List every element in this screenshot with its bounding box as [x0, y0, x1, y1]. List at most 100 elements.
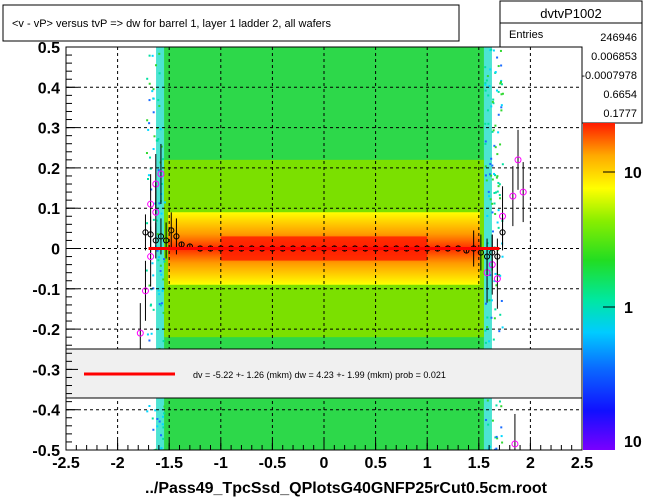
profile-point — [152, 237, 159, 244]
density-speckle — [159, 270, 162, 273]
density-speckle — [494, 174, 497, 177]
density-speckle — [494, 124, 497, 127]
density-speckle — [491, 230, 494, 233]
density-speckle — [489, 68, 492, 71]
density-speckle — [495, 284, 498, 287]
density-speckle — [160, 447, 163, 450]
density-speckle — [484, 66, 487, 69]
density-speckle — [497, 131, 500, 134]
density-speckle — [146, 77, 149, 80]
density-speckle — [489, 163, 492, 166]
density-speckle — [157, 259, 160, 262]
x-tick-label: 1 — [423, 455, 432, 472]
outlier-point — [514, 156, 522, 164]
density-speckle — [499, 313, 502, 316]
outlier-point — [147, 200, 155, 208]
density-speckle — [147, 128, 150, 131]
density-speckle — [148, 122, 151, 125]
density-speckle — [152, 428, 155, 431]
density-speckle — [497, 181, 500, 184]
density-speckle — [148, 54, 151, 57]
y-tick-label: 0.5 — [38, 40, 60, 57]
density-speckle — [163, 260, 166, 263]
density-speckle — [162, 158, 165, 161]
density-speckle — [149, 156, 152, 159]
title-box — [2, 4, 460, 42]
density-speckle — [500, 299, 503, 302]
density-speckle — [145, 152, 148, 155]
density-speckle — [497, 185, 500, 188]
y-tick-label: 0.1 — [38, 201, 60, 218]
density-speckle — [158, 52, 161, 55]
density-speckle — [162, 415, 165, 418]
density-speckle — [148, 405, 151, 408]
density-speckle — [491, 164, 494, 167]
density-speckle — [494, 71, 497, 74]
density-speckle — [493, 144, 496, 147]
density-speckle — [490, 157, 493, 160]
density-speckle — [158, 104, 161, 107]
density-speckle — [500, 104, 503, 107]
density-speckle — [497, 65, 500, 68]
density-speckle — [485, 179, 488, 182]
footer-filename: ../Pass49_TpcSsd_QPlotsG40GNFP25rCut0.5c… — [145, 480, 548, 497]
x-tick-label: 2 — [526, 455, 535, 472]
z-tick-label: 10 — [624, 165, 642, 182]
profile-point — [168, 227, 175, 234]
density-speckle — [146, 333, 149, 336]
z-tick-label: 1 — [624, 300, 633, 317]
density-speckle — [486, 316, 489, 319]
density-speckle — [495, 89, 498, 92]
profile-point — [494, 253, 501, 260]
stats-value: -0.0007978 — [581, 70, 637, 82]
density-speckle — [160, 273, 163, 276]
density-speckle — [497, 226, 500, 229]
y-tick-label: 0.4 — [38, 80, 60, 97]
color-scale-bar — [583, 123, 615, 450]
density-speckle — [490, 105, 493, 108]
density-speckle — [152, 308, 155, 311]
profile-point — [142, 229, 149, 236]
outlier-point — [493, 275, 501, 283]
density-speckle — [484, 89, 487, 92]
stats-name: dvtvP1002 — [540, 6, 601, 21]
density-speckle — [500, 79, 503, 82]
density-speckle — [151, 262, 154, 265]
density-speckle — [499, 143, 502, 146]
density-speckle — [160, 145, 163, 148]
x-tick-label: -2.5 — [52, 455, 80, 472]
density-speckle — [148, 99, 151, 102]
density-speckle — [158, 303, 161, 306]
density-speckle — [159, 264, 162, 267]
density-speckle — [156, 417, 159, 420]
density-speckle — [157, 138, 160, 141]
profile-point — [157, 233, 165, 240]
density-speckle — [487, 122, 490, 125]
density-speckle — [161, 287, 164, 290]
density-speckle — [500, 426, 503, 429]
density-speckle — [158, 293, 161, 296]
density-speckle — [491, 419, 494, 422]
stats-value: 0.006853 — [591, 51, 637, 63]
density-speckle — [484, 83, 487, 86]
density-speckle — [489, 198, 492, 201]
density-speckle — [147, 174, 150, 177]
axes: -2.5 -2 -1.5 -1 -0.5 0 0.5 1 1.5 2 2.5 -0.5 -0.4 -0.3… — [32, 40, 593, 472]
density-speckle — [162, 278, 165, 281]
density-speckle — [493, 448, 496, 450]
y-tick-label: -0.3 — [32, 362, 60, 379]
fit-legend-text: dv = -5.22 +- 1.26 (mkm) dw = 4.23 +- 1.… — [193, 370, 446, 380]
density-speckle — [163, 412, 166, 415]
density-speckle — [487, 190, 490, 193]
density-speckle — [491, 100, 494, 103]
density-speckle — [486, 399, 489, 402]
y-tick-label: 0.2 — [38, 161, 60, 178]
profile-point — [499, 229, 506, 236]
outlier-point — [152, 208, 160, 216]
density-speckle — [488, 299, 491, 302]
density-speckle — [488, 173, 491, 176]
density-speckle — [490, 299, 493, 302]
x-tick-label: -0.5 — [259, 455, 287, 472]
density-speckle — [493, 317, 496, 320]
